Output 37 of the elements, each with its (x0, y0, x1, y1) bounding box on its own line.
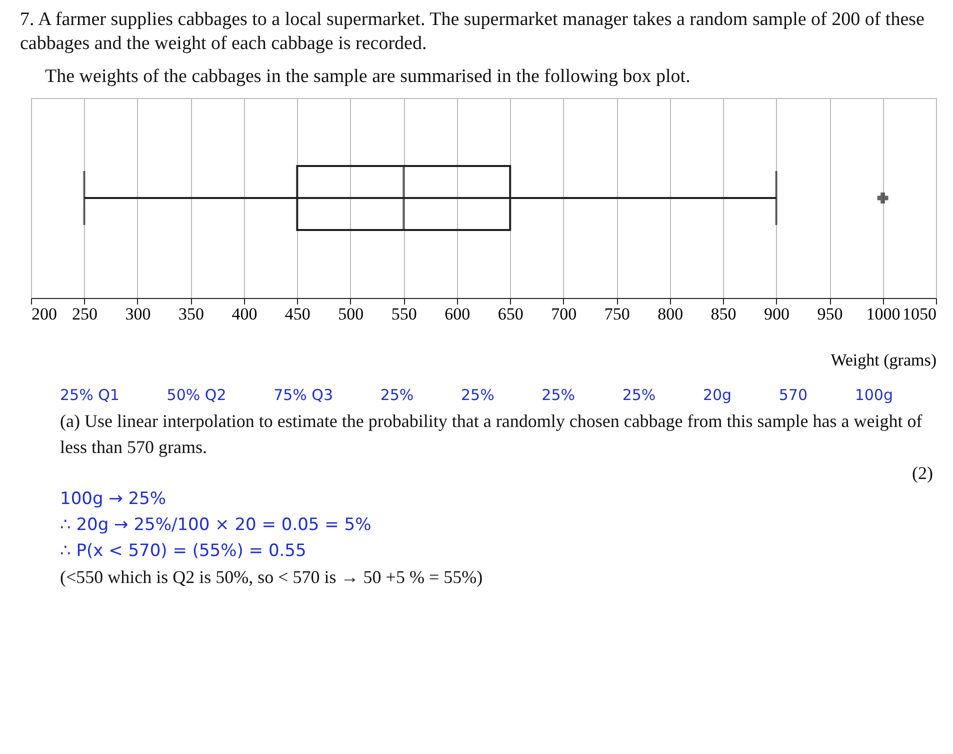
text: 50% Q2 (166, 385, 226, 406)
chart-subtitle: The weights of the cabbages in the sample are summarised in the following box plot. (44, 65, 692, 88)
text: ∴ 20g → 25%/100 × 20 = 0.05 = 5% (60, 514, 372, 537)
x-tick-label: 950 (817, 304, 843, 324)
x-tick-label: 250 (72, 304, 98, 324)
x-axis-title: Weight (grams) (830, 350, 936, 370)
text: 25% (542, 385, 575, 406)
text: 25% Q1 (60, 385, 120, 406)
x-tick-label: 900 (764, 304, 790, 324)
x-tick-label: 1000 (866, 304, 900, 324)
x-tick-label: 300 (125, 304, 151, 324)
x-tick-label: 350 (178, 304, 204, 324)
text: 570 (778, 385, 808, 406)
x-tick-label: 800 (658, 304, 684, 324)
x-tick-label: 550 (391, 304, 417, 324)
x-tick-label: 500 (338, 304, 364, 324)
text: 100g (854, 385, 893, 406)
chart-title: 7. A farmer supplies cabbages to a local supermarket. The supermarket manager takes a random sample of 200 of these cabbages and the weight of each cabbage is recorded. (19, 8, 926, 56)
text: 25% (461, 385, 494, 406)
text: 75% Q3 (274, 385, 334, 406)
text: (2) (911, 462, 933, 485)
x-tick-label: 850 (710, 304, 736, 324)
x-tick-label: 750 (604, 304, 630, 324)
x-tick-label: 200 (32, 304, 57, 324)
x-tick-label: 650 (498, 304, 524, 324)
text: ∴ P(x < 570) = (55%) = 0.55 (60, 540, 308, 563)
text: 25% (622, 385, 656, 406)
x-tick-label: 700 (551, 304, 577, 324)
x-tick-label: 600 (444, 304, 470, 324)
x-tick-label: 1050 (902, 304, 936, 324)
text: 20g (702, 385, 732, 406)
text: 25% (380, 385, 414, 406)
x-tick-label: 400 (232, 304, 258, 324)
text: 100g → 25% (60, 488, 168, 511)
text: (<550 which is Q2 is 50%, so < 570 is → 50 +5 % = 55%) (60, 566, 484, 589)
text: (a) Use linear interpolation to estimate the probability that a randomly chosen cabbage from this sample has a weight of less than 570 grams. (60, 410, 924, 459)
x-tick-label: 450 (284, 304, 310, 324)
